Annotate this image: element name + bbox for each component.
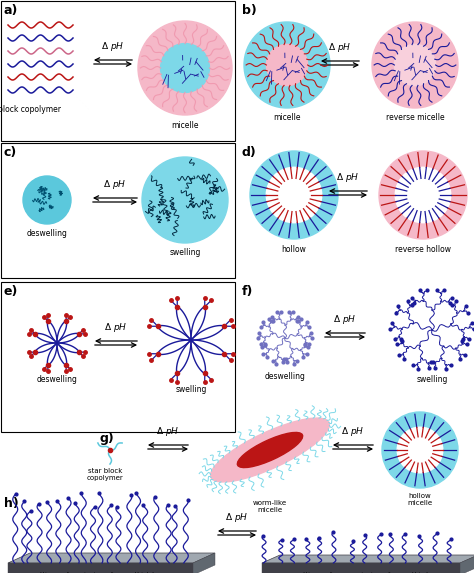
- Circle shape: [250, 151, 338, 239]
- Circle shape: [379, 151, 467, 239]
- Text: swelling: swelling: [175, 385, 207, 394]
- Text: $\Delta$ $\it{pH}$: $\Delta$ $\it{pH}$: [101, 40, 125, 53]
- Ellipse shape: [210, 418, 329, 482]
- Text: $\Delta$ $\it{pH}$: $\Delta$ $\it{pH}$: [333, 313, 356, 326]
- FancyBboxPatch shape: [1, 1, 235, 141]
- Text: f): f): [242, 285, 254, 298]
- Text: deswelling: deswelling: [36, 375, 77, 384]
- Text: $\Delta$ $\it{pH}$: $\Delta$ $\it{pH}$: [104, 321, 128, 334]
- FancyBboxPatch shape: [1, 282, 235, 432]
- Ellipse shape: [237, 433, 303, 468]
- Text: swelling: swelling: [169, 248, 201, 257]
- Circle shape: [372, 22, 458, 108]
- Text: deswelling: deswelling: [264, 372, 305, 381]
- Polygon shape: [262, 563, 460, 573]
- Text: e): e): [4, 285, 18, 298]
- Text: b): b): [242, 4, 257, 17]
- Text: a): a): [4, 4, 18, 17]
- Polygon shape: [460, 555, 474, 573]
- Circle shape: [395, 167, 451, 223]
- Circle shape: [161, 44, 210, 92]
- Circle shape: [266, 44, 308, 85]
- Circle shape: [142, 157, 228, 243]
- Text: non-wetting surface, non-ionic surface or thin layer: non-wetting surface, non-ionic surface o…: [280, 572, 442, 573]
- Text: block copolymer: block copolymer: [0, 105, 62, 114]
- Text: deswelling: deswelling: [27, 229, 67, 238]
- Circle shape: [266, 167, 322, 223]
- Polygon shape: [8, 563, 193, 573]
- Text: micelle: micelle: [273, 113, 301, 122]
- FancyBboxPatch shape: [1, 143, 235, 278]
- Circle shape: [138, 21, 232, 115]
- Text: d): d): [242, 146, 257, 159]
- Text: hollow: hollow: [282, 245, 306, 254]
- Text: $\Delta$ $\it{pH}$: $\Delta$ $\it{pH}$: [103, 178, 127, 191]
- Circle shape: [244, 22, 330, 108]
- Circle shape: [397, 427, 443, 473]
- Text: $\Delta$ $\it{pH}$: $\Delta$ $\it{pH}$: [337, 171, 360, 184]
- Text: reverse micelle: reverse micelle: [386, 113, 444, 122]
- Text: hollow
micelle: hollow micelle: [408, 493, 433, 506]
- Text: g): g): [100, 432, 115, 445]
- Text: wetting surface, ionic surface or thick layer: wetting surface, ionic surface or thick …: [31, 572, 168, 573]
- Polygon shape: [193, 553, 215, 573]
- Text: h): h): [4, 497, 19, 510]
- Text: $\Delta$ $\it{pH}$: $\Delta$ $\it{pH}$: [328, 41, 352, 54]
- Text: $\Delta$ $\it{pH}$: $\Delta$ $\it{pH}$: [225, 511, 249, 524]
- Text: micelle: micelle: [171, 121, 199, 130]
- Text: swelling: swelling: [416, 375, 447, 384]
- Circle shape: [382, 412, 458, 488]
- Text: $\Delta$ $\it{pH}$: $\Delta$ $\it{pH}$: [156, 425, 180, 438]
- Text: $\Delta$ $\it{pH}$: $\Delta$ $\it{pH}$: [341, 425, 365, 438]
- Polygon shape: [262, 555, 474, 563]
- Circle shape: [23, 176, 71, 224]
- Text: c): c): [4, 146, 17, 159]
- Polygon shape: [8, 553, 215, 563]
- Circle shape: [394, 44, 436, 85]
- Text: worm-like
micelle: worm-like micelle: [253, 500, 287, 513]
- Text: star block
copolymer: star block copolymer: [87, 468, 123, 481]
- Text: reverse hollow: reverse hollow: [395, 245, 451, 254]
